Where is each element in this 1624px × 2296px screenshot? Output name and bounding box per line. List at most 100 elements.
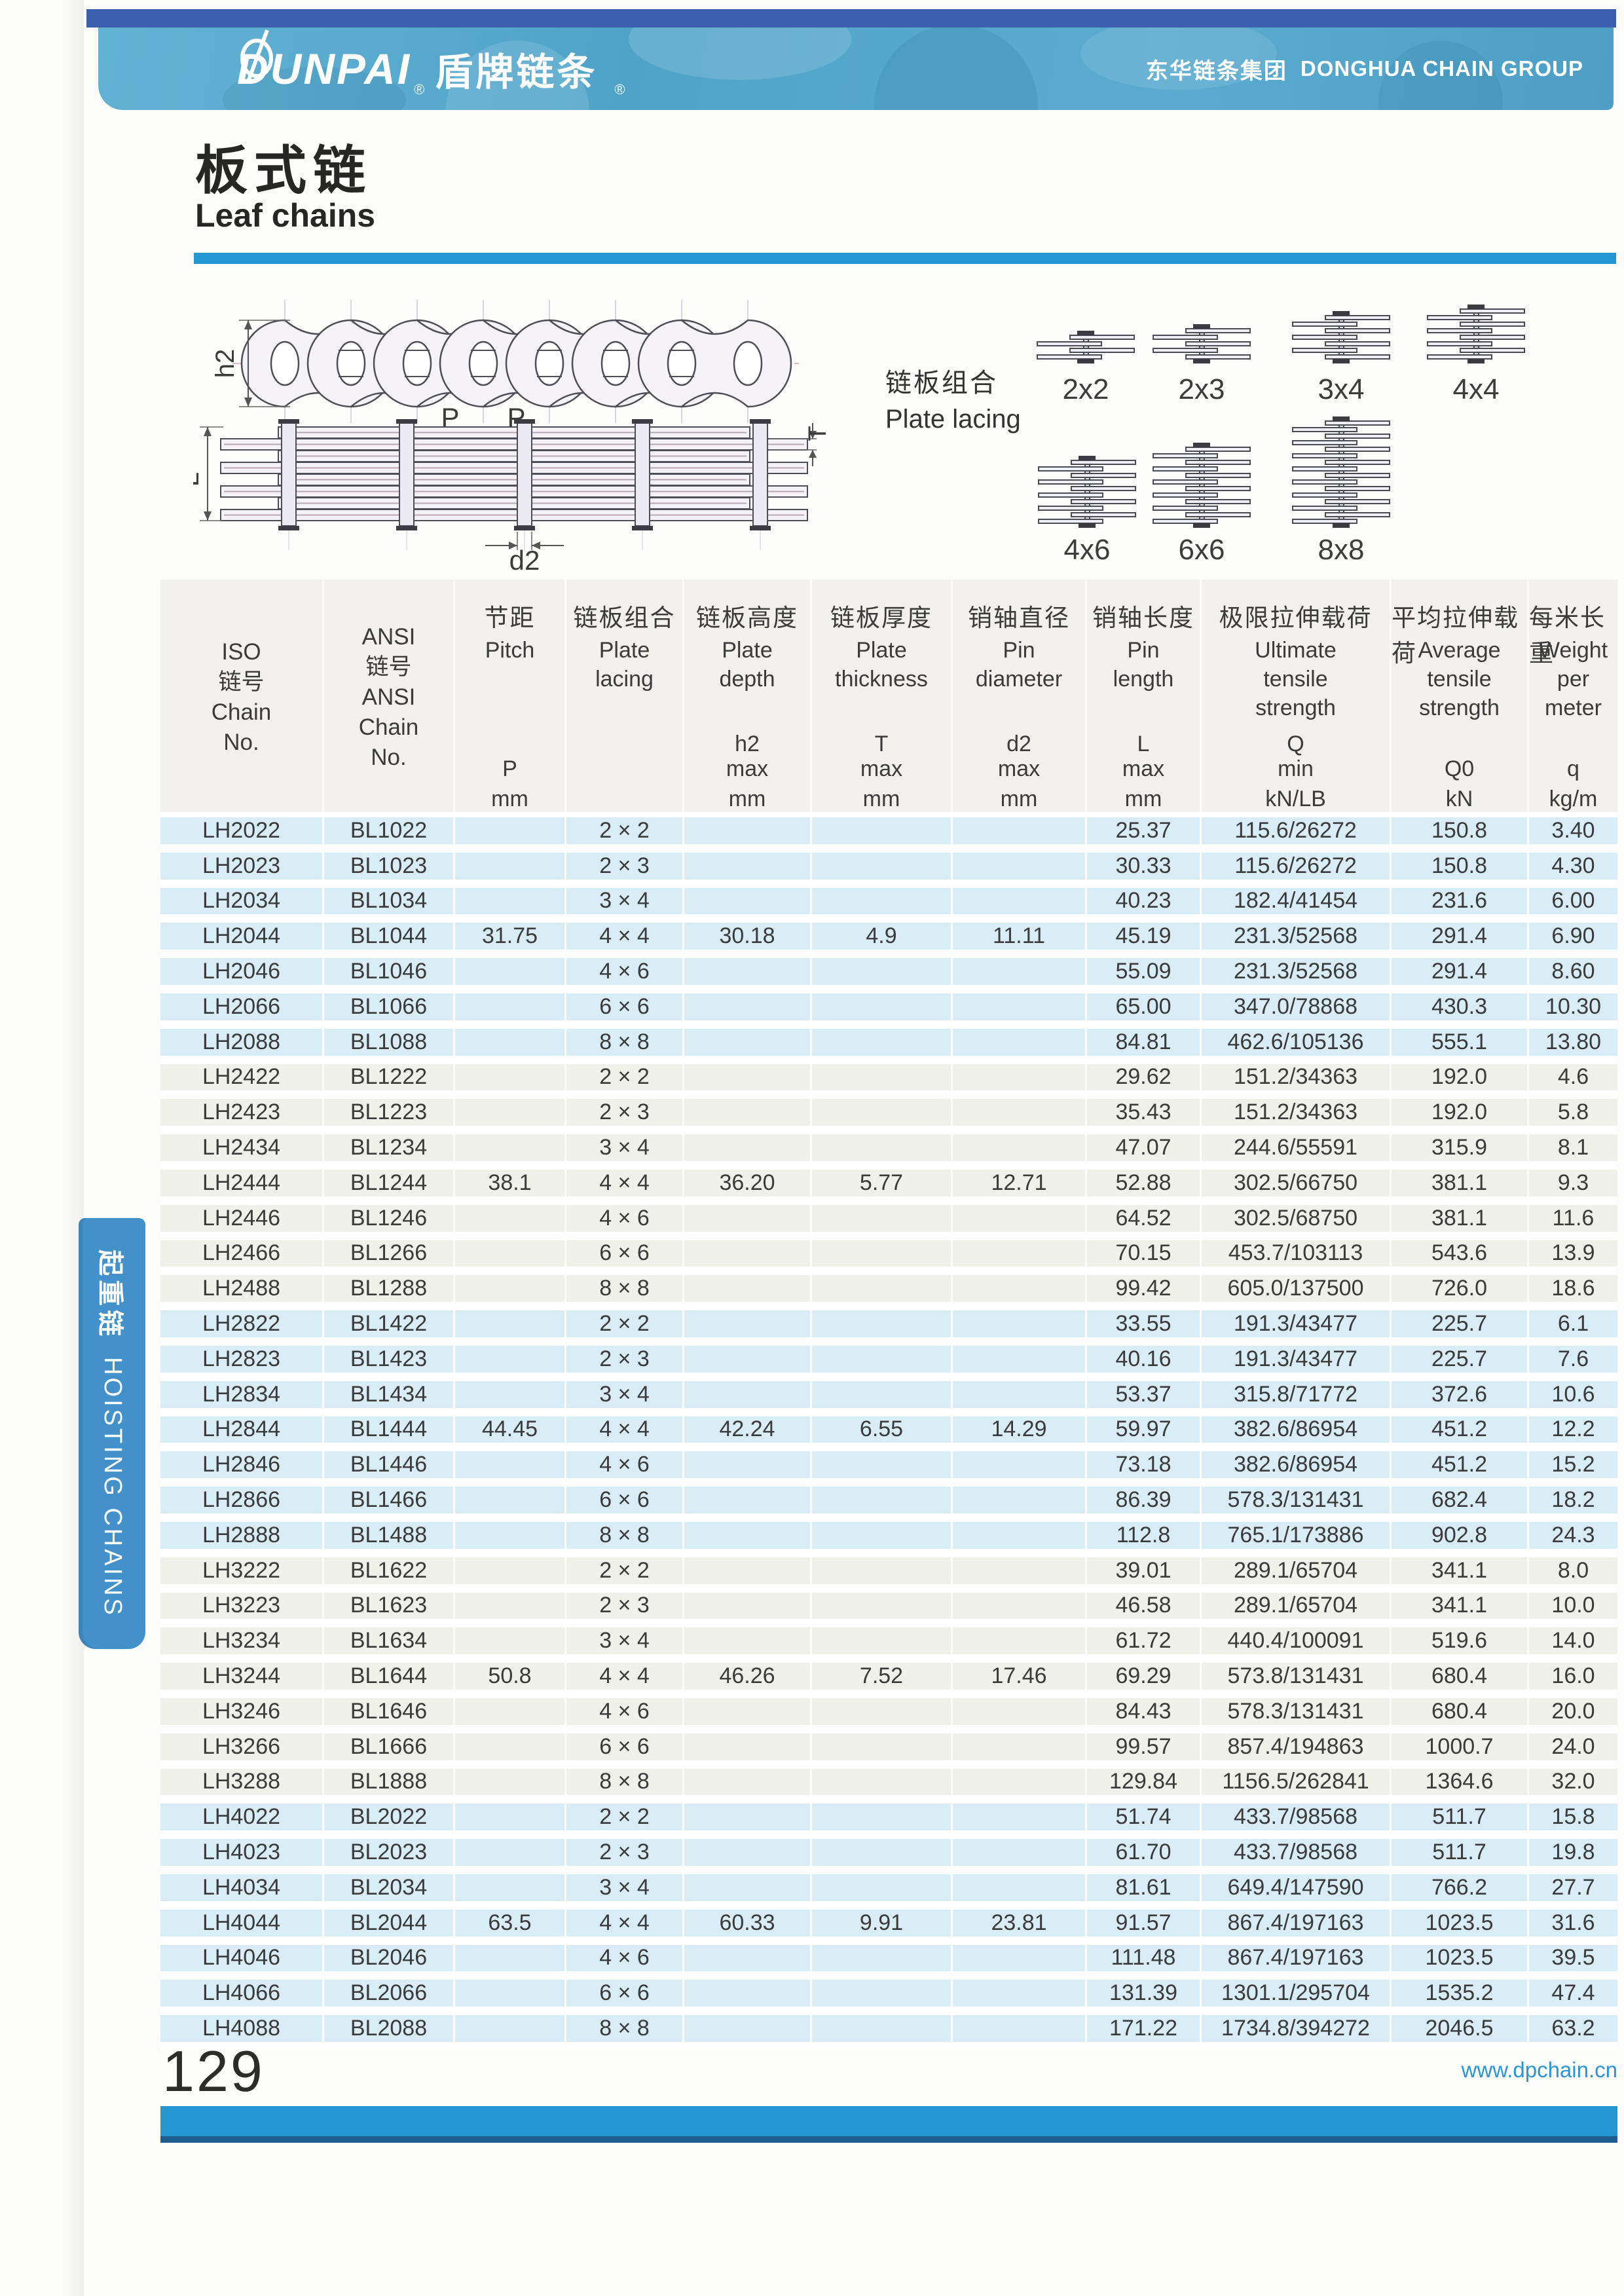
table-cell — [684, 1804, 812, 1831]
table-cell — [455, 993, 566, 1020]
pin-cap — [1193, 324, 1210, 329]
plate-lacing-caption-english: Plate lacing — [885, 405, 1021, 434]
table-cell: 2 × 3 — [566, 852, 684, 880]
table-cell: LH2466 — [160, 1240, 324, 1267]
table-cell — [953, 1697, 1087, 1725]
plate-bar — [1071, 512, 1136, 517]
pin-cap — [1077, 359, 1094, 363]
table-cell: 225.7 — [1392, 1310, 1529, 1337]
table-cell: 8 × 8 — [566, 1275, 684, 1303]
table-cell: 50.8 — [455, 1663, 566, 1690]
page-edge-shading — [60, 0, 84, 2296]
table-cell: 73.18 — [1087, 1451, 1202, 1479]
table-cell: LH4044 — [160, 1909, 324, 1936]
table-cell — [953, 958, 1087, 985]
table-cell — [812, 1451, 953, 1479]
table-cell: 225.7 — [1392, 1345, 1529, 1373]
table-cell: BL1622 — [324, 1557, 455, 1584]
table-cell: BL1222 — [324, 1064, 455, 1091]
table-cell: 151.2/34363 — [1202, 1099, 1392, 1126]
table-row: LH3244 BL1644 50.8 4 × 4 46.26 7.52 17.46 69.29… — [160, 1663, 1617, 1698]
table-cell: BL1444 — [324, 1416, 455, 1443]
table-cell: 8 × 8 — [566, 1028, 684, 1056]
col-header: 销轴直径 Pin diameter d2 max mm — [953, 580, 1087, 815]
table-cell: 289.1/65704 — [1202, 1592, 1392, 1620]
table-row: LH2422 BL1222 2 × 2 29.62 151.2/34363 192.0 4.… — [160, 1064, 1617, 1100]
table-cell: LH2088 — [160, 1028, 324, 1056]
table-cell: LH2846 — [160, 1451, 324, 1479]
plate-bar — [1037, 341, 1102, 346]
table-cell: 11.6 — [1552, 1205, 1595, 1231]
table-cell: 8 × 8 — [566, 1768, 684, 1796]
table-cell: 2 × 2 — [566, 817, 684, 844]
table-cell: LH2044 — [160, 923, 324, 950]
table-cell: LH2823 — [160, 1345, 324, 1373]
table-cell: 519.6 — [1392, 1627, 1529, 1655]
brand-name: DUNPAI — [237, 45, 412, 93]
table-row: LH2488 BL1288 8 × 8 99.42 605.0/137500 726.0 1… — [160, 1275, 1617, 1311]
table-cell — [455, 1451, 566, 1479]
table-cell: 84.81 — [1087, 1028, 1202, 1056]
table-cell — [812, 1804, 953, 1831]
table-cell — [455, 1627, 566, 1655]
table-cell — [684, 887, 812, 915]
table-cell: LH2034 — [160, 887, 324, 915]
table-cell: 36.20 — [684, 1169, 812, 1196]
table-cell: 115.6/26272 — [1202, 852, 1392, 880]
table-row: LH2822 BL1422 2 × 2 33.55 191.3/43477 225.7 6.… — [160, 1310, 1617, 1346]
plate-bar — [1325, 460, 1390, 465]
plate-bar — [1325, 486, 1390, 491]
lacing-slot — [1031, 424, 1143, 528]
table-row: LH3246 BL1646 4 × 6 84.43 578.3/131431 680.4 2… — [160, 1697, 1617, 1733]
dim-T-label: T — [804, 426, 832, 441]
header-unit: mm — [728, 787, 766, 811]
plate-bar — [1292, 453, 1357, 458]
table-cell: 511.7 — [1392, 1839, 1529, 1866]
table-cell: 4 × 4 — [566, 1416, 684, 1443]
header-unit: mm — [1000, 787, 1038, 811]
plate-bar — [1153, 348, 1218, 353]
header-line: depth — [719, 667, 775, 692]
table-cell: LH3288 — [160, 1768, 324, 1796]
table-cell: LH2834 — [160, 1380, 324, 1408]
table-cell: 5.8 — [1557, 1100, 1589, 1125]
table-cell: LH2434 — [160, 1134, 324, 1161]
table-cell: 1023.5 — [1392, 1909, 1529, 1936]
lacing-slot — [1420, 288, 1532, 363]
table-cell — [684, 1839, 812, 1866]
table-cell — [684, 1275, 812, 1303]
table-cell: 4 × 4 — [566, 1663, 684, 1690]
table-cell: 99.42 — [1087, 1275, 1202, 1303]
table-cell: 4 × 6 — [566, 1451, 684, 1479]
table-cell — [812, 1944, 953, 1972]
table-cell: 30.33 — [1087, 852, 1202, 880]
leaf-chain-top-view-drawing: L Td2 — [193, 419, 832, 576]
plate-bar — [1185, 354, 1251, 360]
header-line: Chain — [358, 714, 419, 740]
table-cell: 129.84 — [1087, 1768, 1202, 1796]
table-cell — [812, 1310, 953, 1337]
table-cell: BL1423 — [324, 1345, 455, 1373]
table-cell: 766.2 — [1392, 1874, 1529, 1901]
brand-banner: DUNPAI ® 盾牌链条 ® 东华链条集团 DONGHUA CHAIN GRO… — [98, 28, 1614, 110]
table-cell: 84.43 — [1087, 1697, 1202, 1725]
pin-cap — [1333, 311, 1350, 316]
table-cell — [812, 993, 953, 1020]
plate-bar — [1185, 460, 1251, 465]
table-cell — [953, 852, 1087, 880]
section-tab-label: 起重链 HOISTING CHAINS — [80, 1219, 145, 1648]
table-cell — [455, 1557, 566, 1584]
table-row: LH4088 BL2088 8 × 8 171.22 1734.8/394272 2046… — [160, 2015, 1617, 2050]
table-cell: BL1646 — [324, 1697, 455, 1725]
table-cell — [455, 1275, 566, 1303]
table-cell: LH2888 — [160, 1521, 324, 1549]
table-cell: 231.3/52568 — [1202, 923, 1392, 950]
plate-bar — [1460, 308, 1525, 314]
table-cell: 32.0 — [1551, 1769, 1595, 1794]
table-cell: 7.6 — [1557, 1346, 1589, 1371]
table-cell — [684, 1521, 812, 1549]
table-cell: 4 × 6 — [566, 1204, 684, 1232]
table-row: LH2888 BL1488 8 × 8 112.8 765.1/173886 902.8 2… — [160, 1521, 1617, 1557]
